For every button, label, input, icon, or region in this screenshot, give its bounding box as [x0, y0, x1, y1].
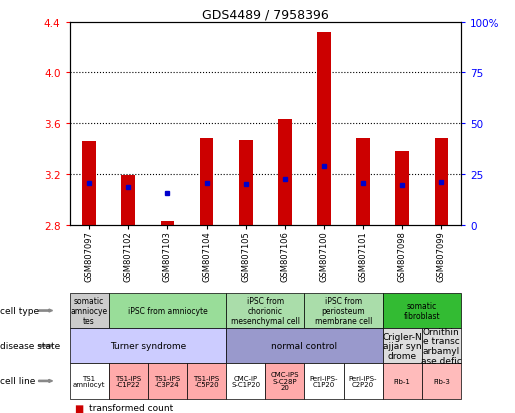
Text: Peri-iPS-
C2P20: Peri-iPS- C2P20: [349, 375, 377, 387]
Text: cell type: cell type: [0, 306, 39, 315]
Text: normal control: normal control: [271, 342, 337, 350]
Text: TS1-iPS
-C5P20: TS1-iPS -C5P20: [194, 375, 219, 387]
Text: ■: ■: [75, 403, 87, 413]
Text: CMC-iPS
S-C28P
20: CMC-iPS S-C28P 20: [270, 372, 299, 390]
Text: Peri-iPS-
C1P20: Peri-iPS- C1P20: [310, 375, 338, 387]
Text: transformed count: transformed count: [89, 403, 174, 412]
Text: Crigler-N
ajjar syn
drome: Crigler-N ajjar syn drome: [382, 332, 422, 360]
Bar: [161, 221, 174, 225]
Text: Fib-3: Fib-3: [433, 378, 450, 384]
Text: somatic
fibroblast: somatic fibroblast: [403, 301, 440, 320]
Text: somatic
amniocye
tes: somatic amniocye tes: [71, 297, 108, 325]
Bar: [82, 142, 96, 225]
Bar: [396, 152, 409, 225]
Title: GDS4489 / 7958396: GDS4489 / 7958396: [202, 9, 329, 21]
Text: CMC-iP
S-C1P20: CMC-iP S-C1P20: [231, 375, 260, 387]
Text: iPSC from
chorionic
mesenchymal cell: iPSC from chorionic mesenchymal cell: [231, 297, 300, 325]
Text: iPSC from
periosteum
membrane cell: iPSC from periosteum membrane cell: [315, 297, 372, 325]
Bar: [317, 33, 331, 225]
Text: TS1-iPS
-C3P24: TS1-iPS -C3P24: [154, 375, 180, 387]
Text: TS1
amniocyt: TS1 amniocyt: [73, 375, 106, 387]
Bar: [122, 176, 135, 225]
Text: disease state: disease state: [0, 342, 60, 350]
Text: Turner syndrome: Turner syndrome: [110, 342, 186, 350]
Bar: [435, 139, 448, 225]
Bar: [278, 120, 291, 225]
Text: Ornithin
e transc
arbamyl
ase defic: Ornithin e transc arbamyl ase defic: [421, 327, 462, 365]
Bar: [356, 139, 370, 225]
Bar: [239, 140, 252, 225]
Bar: [200, 139, 213, 225]
Text: cell line: cell line: [0, 377, 36, 385]
Text: TS1-iPS
-C1P22: TS1-iPS -C1P22: [115, 375, 141, 387]
Text: iPSC from amniocyte: iPSC from amniocyte: [128, 306, 207, 315]
Text: Fib-1: Fib-1: [394, 378, 410, 384]
